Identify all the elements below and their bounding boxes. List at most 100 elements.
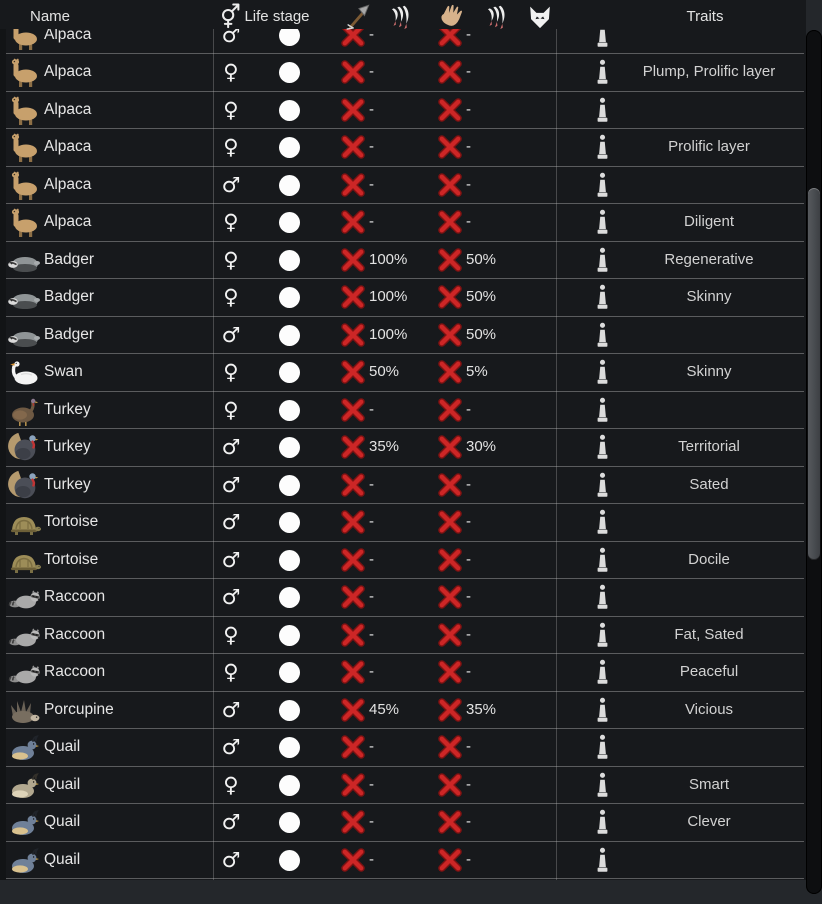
scrollbar-thumb[interactable] — [808, 188, 820, 560]
hunt-checkbox[interactable] — [340, 472, 366, 498]
animal-row[interactable]: Swan ♀ 50% 5% Skinny — [6, 354, 804, 392]
animal-row[interactable]: Turkey ♂ - - Sated — [6, 467, 804, 504]
tame-checkbox[interactable] — [437, 847, 463, 873]
hunt-checkbox[interactable] — [340, 247, 366, 273]
tame-checkbox[interactable] — [437, 209, 463, 235]
info-button[interactable] — [594, 29, 611, 48]
animal-row[interactable]: Turkey ♀ - - — [6, 392, 804, 429]
animal-row[interactable]: Alpaca ♀ - - Diligent — [6, 204, 804, 242]
hunt-checkbox[interactable] — [340, 59, 366, 85]
tame-checkbox[interactable] — [437, 772, 463, 798]
hunt-checkbox[interactable] — [340, 734, 366, 760]
animal-row[interactable]: Quail ♀ - - Smart — [6, 767, 804, 804]
animal-row[interactable]: Alpaca ♀ - - Plump, Prolific layer — [6, 54, 804, 92]
tame-checkbox[interactable] — [437, 59, 463, 85]
info-button[interactable] — [594, 209, 611, 235]
info-button[interactable] — [594, 472, 611, 498]
animal-row[interactable]: Raccoon ♀ - - Fat, Sated — [6, 617, 804, 654]
column-header-name[interactable]: Name — [30, 8, 71, 25]
column-header-life-stage[interactable]: Life stage — [244, 8, 310, 25]
tame-checkbox[interactable] — [437, 247, 463, 273]
column-header-traits[interactable]: Traits — [686, 8, 724, 25]
tame-checkbox[interactable] — [437, 97, 463, 123]
scrollbar-track[interactable] — [806, 30, 822, 894]
tame-checkbox[interactable] — [437, 622, 463, 648]
hunt-checkbox[interactable] — [340, 847, 366, 873]
info-button[interactable] — [594, 247, 611, 273]
info-button[interactable] — [594, 659, 611, 685]
info-button[interactable] — [594, 734, 611, 760]
tame-checkbox[interactable] — [437, 547, 463, 573]
tame-checkbox[interactable] — [437, 434, 463, 460]
info-button[interactable] — [594, 359, 611, 385]
info-button[interactable] — [594, 59, 611, 85]
hunt-checkbox[interactable] — [340, 359, 366, 385]
hunt-checkbox[interactable] — [340, 209, 366, 235]
hunt-checkbox[interactable] — [340, 172, 366, 198]
animal-row[interactable]: Raccoon ♀ - - Peaceful — [6, 654, 804, 692]
animal-row[interactable]: Quail ♂ - - — [6, 729, 804, 767]
hunt-checkbox[interactable] — [340, 284, 366, 310]
animal-row[interactable]: Quail ♂ - - — [6, 842, 804, 879]
animal-row[interactable]: Alpaca ♀ - - Prolific layer — [6, 129, 804, 167]
tame-checkbox[interactable] — [437, 322, 463, 348]
manhunter-claws-icon[interactable] — [390, 3, 410, 35]
animal-row[interactable]: Raccoon ♂ - - — [6, 579, 804, 617]
hunt-checkbox[interactable] — [340, 434, 366, 460]
tame-checkbox[interactable] — [437, 659, 463, 685]
info-button[interactable] — [594, 434, 611, 460]
tame-checkbox[interactable] — [437, 472, 463, 498]
info-button[interactable] — [594, 847, 611, 873]
tame-checkbox[interactable] — [437, 29, 463, 48]
hunt-arrow-icon[interactable] — [343, 2, 371, 35]
animal-row[interactable]: Alpaca ♂ - - — [6, 167, 804, 204]
tame-hand-icon[interactable] — [436, 4, 466, 36]
animal-row[interactable]: Badger ♀ 100% 50% Regenerative — [6, 242, 804, 279]
tame-checkbox[interactable] — [437, 172, 463, 198]
hunt-checkbox[interactable] — [340, 809, 366, 835]
tame-checkbox[interactable] — [437, 359, 463, 385]
animal-row[interactable]: Tortoise ♂ - - Docile — [6, 542, 804, 579]
hunt-checkbox[interactable] — [340, 397, 366, 423]
tame-checkbox[interactable] — [437, 397, 463, 423]
hunt-checkbox[interactable] — [340, 97, 366, 123]
hunt-checkbox[interactable] — [340, 134, 366, 160]
gender-combined-icon[interactable] — [217, 2, 243, 35]
tame-checkbox[interactable] — [437, 134, 463, 160]
info-button[interactable] — [594, 284, 611, 310]
hunt-checkbox[interactable] — [340, 772, 366, 798]
tame-checkbox[interactable] — [437, 284, 463, 310]
hunt-checkbox[interactable] — [340, 659, 366, 685]
info-button[interactable] — [594, 509, 611, 535]
tame-checkbox[interactable] — [437, 584, 463, 610]
animal-row[interactable]: Turkey ♂ 35% 30% Territorial — [6, 429, 804, 467]
info-button[interactable] — [594, 97, 611, 123]
hunt-checkbox[interactable] — [340, 584, 366, 610]
animal-row[interactable]: Alpaca ♂ - - — [6, 29, 804, 54]
info-button[interactable] — [594, 809, 611, 835]
hunt-checkbox[interactable] — [340, 509, 366, 535]
animal-row[interactable]: Alpaca ♀ - - — [6, 92, 804, 129]
animal-row[interactable]: Porcupine ♂ 45% 35% Vicious — [6, 692, 804, 729]
hunt-checkbox[interactable] — [340, 322, 366, 348]
animal-row[interactable]: Tortoise ♂ - - — [6, 504, 804, 542]
animal-row[interactable]: Badger ♀ 100% 50% Skinny — [6, 279, 804, 317]
info-button[interactable] — [594, 397, 611, 423]
info-button[interactable] — [594, 772, 611, 798]
animal-row[interactable]: Badger ♂ 100% 50% — [6, 317, 804, 354]
animal-row[interactable]: Quail ♂ - - Clever — [6, 804, 804, 842]
hunt-checkbox[interactable] — [340, 697, 366, 723]
info-button[interactable] — [594, 584, 611, 610]
info-button[interactable] — [594, 172, 611, 198]
info-button[interactable] — [594, 134, 611, 160]
tame-checkbox[interactable] — [437, 809, 463, 835]
tame-checkbox[interactable] — [437, 697, 463, 723]
info-button[interactable] — [594, 622, 611, 648]
predator-head-icon[interactable] — [526, 4, 554, 34]
manhunter-claws-icon[interactable] — [486, 3, 506, 35]
hunt-checkbox[interactable] — [340, 622, 366, 648]
hunt-checkbox[interactable] — [340, 547, 366, 573]
info-button[interactable] — [594, 547, 611, 573]
tame-checkbox[interactable] — [437, 734, 463, 760]
tame-checkbox[interactable] — [437, 509, 463, 535]
